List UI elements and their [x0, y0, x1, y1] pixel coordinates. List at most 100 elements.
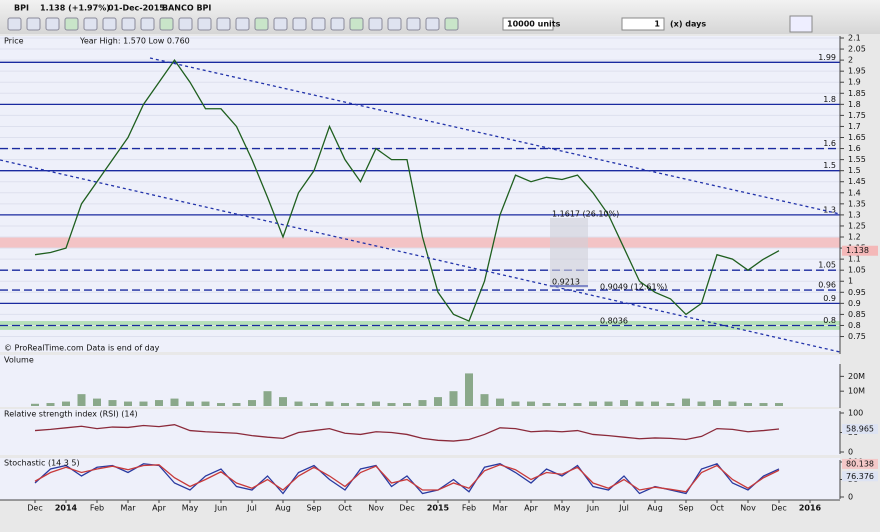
tool-icon[interactable] — [273, 17, 288, 31]
panel-title: Stochastic (14 3 5) — [4, 459, 80, 468]
period[interactable]: 1 — [654, 20, 660, 29]
bar — [728, 401, 737, 406]
bar — [759, 403, 768, 406]
bar — [341, 403, 349, 406]
last-value-box — [842, 245, 878, 256]
y-tick-label: 0.75 — [848, 332, 866, 341]
annotation: 1.1617 (26.10%) — [552, 210, 619, 219]
bar — [635, 401, 644, 406]
tool-icon[interactable] — [45, 17, 60, 31]
trend-line — [149, 57, 841, 215]
y-tick-label: 0.95 — [848, 288, 866, 297]
tool-icon[interactable] — [83, 17, 98, 31]
bar — [465, 373, 473, 406]
bar — [697, 401, 706, 406]
tool-icon[interactable] — [387, 17, 402, 31]
bar — [527, 401, 535, 406]
units-box[interactable] — [502, 17, 554, 31]
tool-icon[interactable] — [330, 17, 345, 31]
watermark: © ProRealTime.com Data is end of day — [4, 344, 160, 353]
panel-title: Volume — [4, 356, 34, 365]
x-tick-label: Jul — [618, 504, 629, 513]
level-label: 0.96 — [818, 281, 836, 290]
x-tick-label: May — [182, 504, 199, 513]
tool-icon[interactable] — [140, 17, 155, 31]
chart-type-button[interactable] — [789, 15, 813, 33]
tool-icon[interactable] — [197, 17, 212, 31]
tool-icon[interactable] — [311, 17, 326, 31]
x-tick-label: Oct — [710, 504, 724, 513]
bar — [294, 401, 303, 406]
tool-icon[interactable] — [349, 17, 364, 31]
panel-title: Price — [4, 37, 24, 46]
x-tick-label: Dec — [27, 504, 42, 513]
y-tick-label: 1.55 — [848, 155, 866, 164]
tool-icon[interactable] — [292, 17, 307, 31]
x-tick-label: May — [554, 504, 571, 513]
last-value-box — [842, 458, 878, 469]
tool-icon[interactable] — [425, 17, 440, 31]
bar — [372, 401, 380, 406]
bar — [62, 401, 70, 406]
bar — [263, 391, 272, 406]
y-tick-label: 10M — [848, 387, 865, 396]
y-tick-label: 1.1 — [848, 255, 861, 264]
bar — [496, 398, 504, 406]
tool-icon[interactable] — [26, 17, 41, 31]
y-tick-label: 1.5 — [848, 166, 861, 175]
y-tick-label: 2.05 — [848, 45, 866, 54]
drawings — [0, 57, 841, 353]
x-tick-label: Sep — [306, 504, 321, 513]
bar — [558, 403, 566, 406]
tool-icon[interactable] — [216, 17, 231, 31]
tool-icon[interactable] — [121, 17, 136, 31]
volume-panel — [0, 355, 840, 407]
y-tick-label: 1.35 — [848, 199, 866, 208]
quote: 1.138 (+1.97%) — [40, 4, 110, 13]
tool-icon[interactable] — [159, 17, 174, 31]
tool-icon[interactable] — [7, 17, 22, 31]
y-tick-label: 1.05 — [848, 266, 866, 275]
y-tick-label: 1.4 — [848, 188, 861, 197]
bar — [666, 403, 675, 406]
annotation: 0.9049 (12.61%) — [600, 283, 667, 292]
x-tick-label: Jun — [214, 504, 228, 513]
bar — [418, 400, 427, 406]
tool-icon[interactable] — [235, 17, 250, 31]
x-tick-label: Dec — [399, 504, 414, 513]
y-tick-label: 1.75 — [848, 111, 866, 120]
tool-icon[interactable] — [64, 17, 79, 31]
y-tick-label: 100 — [848, 409, 863, 418]
bar — [744, 403, 752, 406]
period-unit[interactable]: (x) days — [670, 20, 706, 29]
bar — [186, 401, 194, 406]
tool-icon[interactable] — [406, 17, 421, 31]
tool-icon[interactable] — [254, 17, 269, 31]
y-tick-label: 1.85 — [848, 89, 866, 98]
bar — [403, 403, 411, 406]
x-tick-label: Mar — [120, 504, 136, 513]
tool-icon[interactable] — [368, 17, 383, 31]
band — [0, 237, 840, 249]
y-tick-label: 1.9 — [848, 78, 861, 87]
annotation: 0.9213 — [552, 278, 580, 287]
y-tick-label: 1.8 — [848, 100, 861, 109]
period-box[interactable] — [621, 17, 665, 31]
bar — [449, 391, 458, 406]
bar — [139, 401, 148, 406]
bar — [279, 397, 287, 406]
tool-icons — [7, 17, 459, 31]
x-tick-label: Nov — [740, 504, 756, 513]
y-tick-label: 1.45 — [848, 177, 866, 186]
units[interactable]: 10000 units — [507, 20, 561, 29]
tool-icon[interactable] — [102, 17, 117, 31]
tool-icon[interactable] — [178, 17, 193, 31]
bar — [775, 403, 783, 406]
bar — [620, 400, 628, 406]
tool-icon[interactable] — [444, 17, 459, 31]
symbol: BPI — [14, 4, 29, 13]
level-label: 1.05 — [818, 261, 836, 270]
y-tick-label: 2.1 — [848, 34, 861, 43]
